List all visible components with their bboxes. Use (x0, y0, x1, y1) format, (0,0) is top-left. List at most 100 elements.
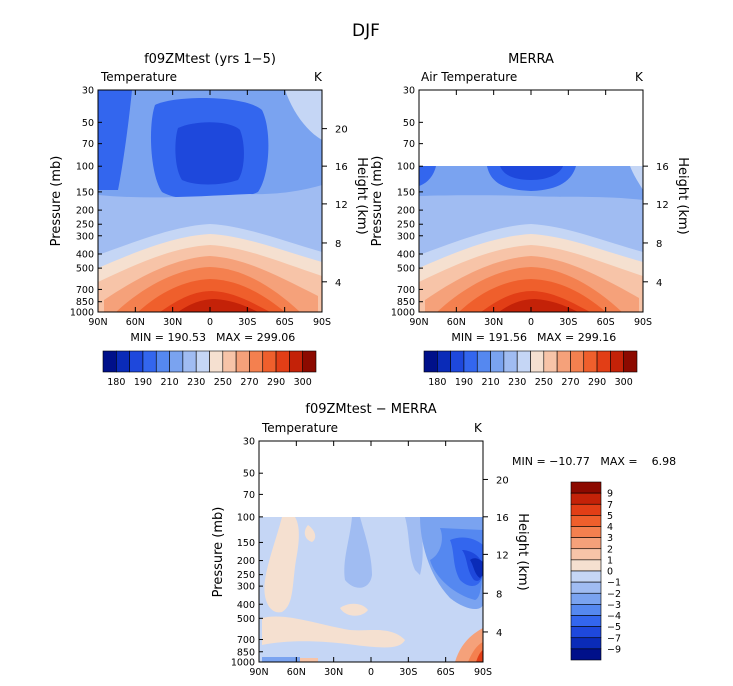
colorbar-label: 250 (535, 377, 553, 388)
y-axis-right-label: Height (km) (515, 513, 530, 590)
page-title: DJF (352, 21, 380, 41)
pressure-tick-label: 500 (237, 614, 255, 625)
colorbar-label: 1 (607, 555, 613, 566)
colorbar-label: −4 (607, 611, 621, 622)
colorbar-swatch (570, 626, 602, 639)
colorbar-label: 210 (481, 377, 499, 388)
pressure-tick-label: 850 (76, 297, 94, 308)
pressure-tick-label: 300 (76, 231, 94, 242)
height-axis: 20 16 12 8 4 (322, 125, 348, 289)
colorbar-label: 0 (607, 567, 613, 578)
pressure-tick-label: 700 (397, 285, 415, 296)
latitude-tick-label: 90S (634, 317, 652, 328)
colorbar-swatch (570, 581, 602, 594)
pressure-tick-label: 30 (403, 86, 415, 97)
pressure-tick-label: 70 (403, 139, 415, 150)
colorbar-label: 290 (588, 377, 606, 388)
colorbar-swatch (596, 350, 611, 373)
colorbar-label: 2 (607, 544, 613, 555)
height-axis: 16 12 8 4 (643, 162, 669, 289)
latitude-tick-label: 30N (324, 667, 343, 678)
pressure-tick-label: 400 (76, 249, 94, 260)
colorbar-swatch (556, 350, 571, 373)
pressure-tick-label: 850 (397, 297, 415, 308)
colorbar-swatch (570, 615, 602, 627)
colorbar-label: −1 (607, 578, 621, 589)
colorbar-model: 180 190 210 230 250 270 290 300 (102, 350, 317, 388)
pressure-tick-label: 700 (237, 635, 255, 646)
latitude-tick-label: 0 (528, 317, 534, 328)
pressure-tick-label: 70 (243, 490, 255, 501)
pressure-tick-label: 500 (397, 264, 415, 275)
colorbar-label: −7 (607, 633, 621, 644)
colorbar-swatch (450, 350, 465, 373)
colorbar-label: 3 (607, 533, 613, 544)
colorbar-swatch (423, 350, 438, 373)
colorbar-label: 180 (428, 377, 446, 388)
pressure-tick-label: 100 (76, 162, 94, 173)
colorbar-swatch (437, 350, 451, 373)
colorbar-swatch (155, 350, 170, 373)
panel-difference: f09ZMtest − MERRA Temperature K 30507010… (211, 402, 676, 678)
height-tick-label: 16 (496, 513, 509, 524)
colorbar-swatch (570, 481, 602, 494)
pressure-tick-label: 100 (397, 162, 415, 173)
latitude-tick-label: 30S (559, 317, 577, 328)
colorbar-swatch (129, 350, 144, 373)
panel-units-label: K (314, 70, 323, 84)
max-label: MAX = 299.06 (216, 331, 295, 344)
colorbar-label: 190 (455, 377, 473, 388)
height-tick-label: 8 (335, 239, 341, 250)
latitude-tick-label: 60N (447, 317, 466, 328)
colorbar-label: 300 (294, 377, 312, 388)
colorbar-label: 210 (160, 377, 178, 388)
panel-units-label: K (474, 421, 483, 435)
height-tick-label: 12 (335, 200, 348, 211)
pressure-tick-label: 50 (243, 469, 255, 480)
pressure-tick-label: 200 (76, 206, 94, 217)
panel-title: f09ZMtest − MERRA (305, 402, 436, 417)
pressure-tick-label: 400 (237, 600, 255, 611)
height-axis: 20 16 12 8 4 (483, 475, 509, 639)
colorbar-swatch (623, 350, 638, 373)
colorbar-merra: 180 190 210 230 250 270 290 300 (423, 350, 638, 388)
colorbar-swatch (583, 350, 598, 373)
colorbar-swatch (516, 350, 531, 373)
colorbar-swatch (610, 350, 624, 373)
height-tick-label: 4 (335, 278, 341, 289)
pressure-tick-label: 50 (403, 118, 415, 129)
latitude-axis: 90N 60N 30N 0 30S 60S 90S (409, 90, 652, 328)
colorbar-swatch (476, 350, 491, 373)
latitude-tick-label: 30N (163, 317, 182, 328)
height-tick-label: 8 (656, 239, 662, 250)
panel-model: f09ZMtest (yrs 1−5) Temperature K 30 50 70… (49, 52, 369, 344)
colorbar-swatch (102, 350, 117, 373)
height-tick-label: 4 (496, 628, 502, 639)
colorbar-swatch (116, 350, 130, 373)
colorbar-label: 230 (187, 377, 205, 388)
colorbar-swatch (570, 515, 602, 527)
pressure-tick-label: 1000 (70, 308, 94, 319)
latitude-tick-label: 30S (399, 667, 417, 678)
colorbar-swatch (570, 548, 602, 561)
pressure-tick-label: 250 (76, 220, 94, 231)
colorbar-swatch (570, 526, 602, 538)
height-tick-label: 8 (496, 589, 502, 600)
colorbar-label: 290 (267, 377, 285, 388)
pressure-tick-label: 1000 (231, 658, 255, 669)
pressure-tick-label: 100 (237, 512, 255, 523)
pressure-tick-label: 700 (76, 285, 94, 296)
y-axis-right-label: Height (km) (675, 157, 690, 234)
colorbar-swatch (169, 350, 184, 373)
panel-merra: MERRA Air Temperature K 30 50 70 100 150 200 2… (370, 52, 690, 344)
colorbar-label: 190 (134, 377, 152, 388)
latitude-tick-label: 90N (249, 667, 268, 678)
minmax-label: MIN = −10.77 MAX = 6.98 (512, 455, 676, 468)
panel-variable-label: Air Temperature (421, 70, 517, 84)
height-tick-label: 12 (656, 200, 669, 211)
height-tick-label: 16 (656, 162, 669, 173)
colorbar-label: −5 (607, 622, 621, 633)
